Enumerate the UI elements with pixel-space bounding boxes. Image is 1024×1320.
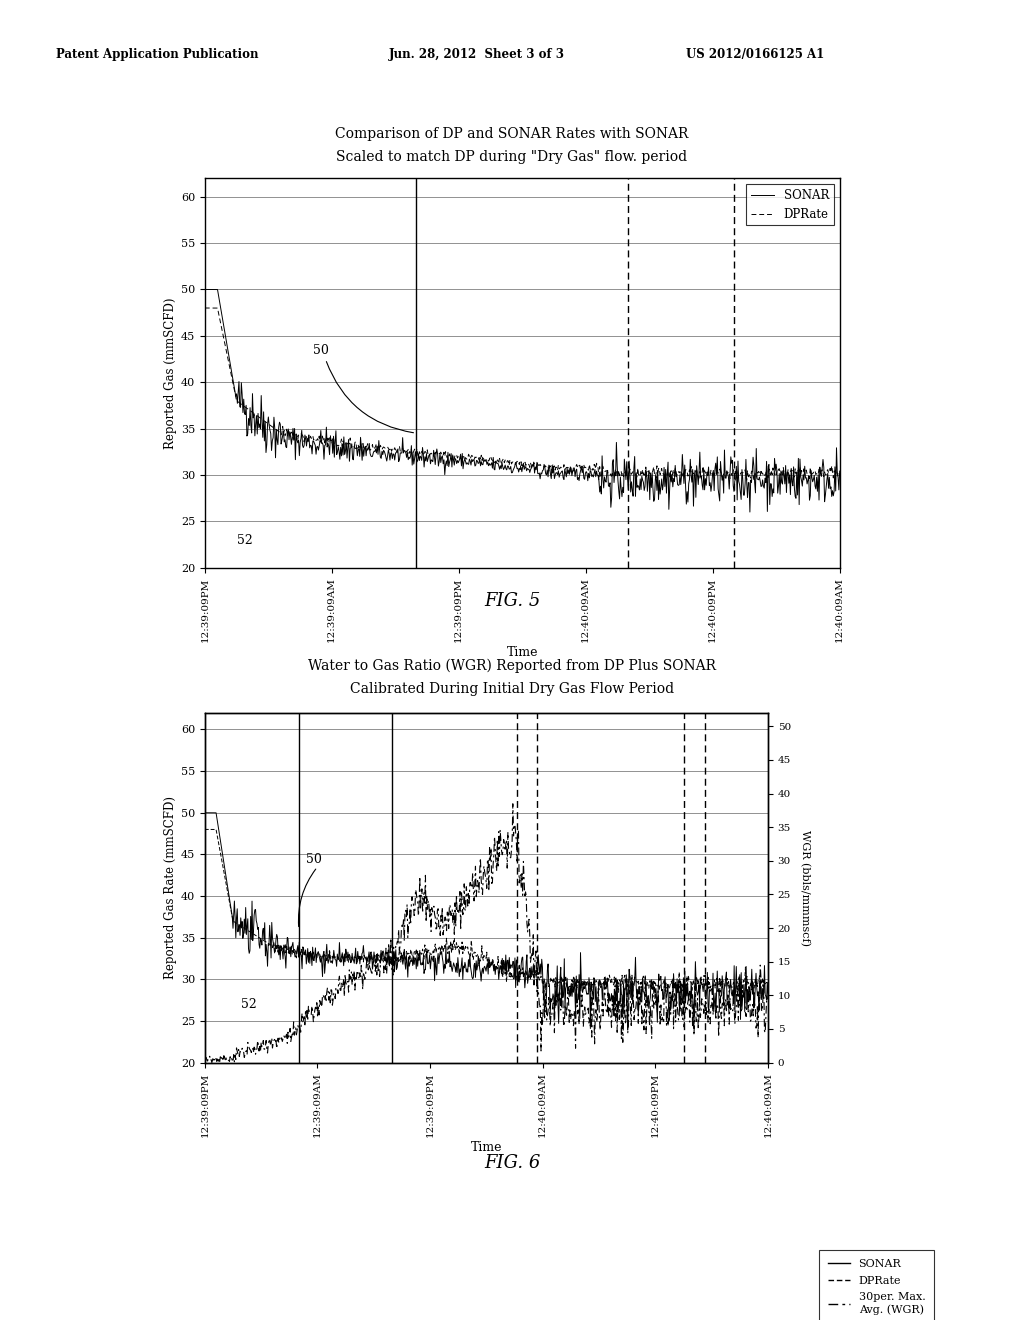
Text: US 2012/0166125 A1: US 2012/0166125 A1 — [686, 48, 824, 61]
DPRate — [748, 473, 760, 488]
X-axis label: Time: Time — [471, 1142, 502, 1155]
DPRate — [626, 968, 638, 983]
Y-axis label: Reported Gas Rate (mmSCFD): Reported Gas Rate (mmSCFD) — [164, 796, 177, 979]
Legend: SONAR, DPRate, 30per. Max.
Avg. (WGR): SONAR, DPRate, 30per. Max. Avg. (WGR) — [818, 1250, 934, 1320]
SONAR — [622, 1022, 634, 1038]
SONAR — [567, 463, 580, 479]
SONAR — [743, 504, 756, 520]
30per. Max.
Avg. (WGR) — [542, 1003, 554, 1019]
Text: Water to Gas Ratio (WGR) Reported from DP Plus SONAR: Water to Gas Ratio (WGR) Reported from D… — [308, 659, 716, 673]
DPRate — [567, 459, 580, 475]
DPRate — [557, 972, 569, 987]
DPRate — [731, 987, 743, 1003]
DPRate — [541, 975, 553, 991]
SONAR — [603, 479, 615, 495]
Text: 50: 50 — [306, 853, 323, 866]
Legend: SONAR, DPRate: SONAR, DPRate — [745, 183, 834, 226]
30per. Max.
Avg. (WGR) — [559, 997, 571, 1012]
SONAR — [238, 391, 250, 407]
SONAR — [627, 997, 639, 1012]
Text: 52: 52 — [237, 535, 252, 548]
SONAR — [584, 462, 596, 478]
Line: SONAR: SONAR — [205, 289, 840, 512]
Line: SONAR: SONAR — [205, 813, 768, 1030]
Text: Patent Application Publication: Patent Application Publication — [56, 48, 259, 61]
30per. Max.
Avg. (WGR) — [212, 1055, 224, 1071]
DPRate — [199, 821, 211, 837]
30per. Max.
Avg. (WGR) — [685, 985, 697, 1001]
30per. Max.
Avg. (WGR) — [507, 796, 519, 812]
DPRate — [199, 300, 211, 315]
Text: FIG. 5: FIG. 5 — [483, 591, 541, 610]
SONAR — [834, 463, 846, 479]
Text: 52: 52 — [242, 998, 257, 1011]
SONAR — [684, 997, 696, 1012]
30per. Max.
Avg. (WGR) — [762, 986, 774, 1002]
DPRate — [233, 917, 246, 933]
SONAR — [557, 985, 569, 1001]
30per. Max.
Avg. (WGR) — [628, 991, 640, 1007]
SONAR — [762, 986, 774, 1002]
DPRate — [680, 462, 692, 478]
DPRate — [834, 467, 846, 483]
Line: DPRate: DPRate — [205, 308, 840, 480]
Y-axis label: WGR (bbls/mmmscf): WGR (bbls/mmmscf) — [800, 830, 810, 945]
DPRate — [684, 974, 696, 990]
Text: 50: 50 — [312, 345, 329, 358]
30per. Max.
Avg. (WGR) — [199, 1048, 211, 1064]
SONAR — [746, 463, 759, 479]
Text: Jun. 28, 2012  Sheet 3 of 3: Jun. 28, 2012 Sheet 3 of 3 — [389, 48, 565, 61]
X-axis label: Time: Time — [507, 647, 538, 660]
Text: FIG. 6: FIG. 6 — [483, 1154, 541, 1172]
DPRate — [525, 968, 538, 983]
SONAR — [233, 917, 246, 933]
Text: Calibrated During Initial Dry Gas Flow Period: Calibrated During Initial Dry Gas Flow P… — [350, 681, 674, 696]
SONAR — [199, 805, 211, 821]
SONAR — [680, 496, 692, 512]
30per. Max.
Avg. (WGR) — [233, 1044, 246, 1060]
SONAR — [199, 281, 211, 297]
30per. Max.
Avg. (WGR) — [527, 927, 540, 942]
Y-axis label: Reported Gas (mmSCFD): Reported Gas (mmSCFD) — [164, 297, 177, 449]
Line: DPRate: DPRate — [205, 829, 768, 995]
DPRate — [238, 399, 250, 414]
DPRate — [745, 463, 758, 479]
DPRate — [584, 461, 596, 477]
Line: 30per. Max.
Avg. (WGR): 30per. Max. Avg. (WGR) — [205, 804, 768, 1063]
SONAR — [541, 982, 553, 998]
DPRate — [603, 465, 615, 480]
Text: Scaled to match DP during "Dry Gas" flow. period: Scaled to match DP during "Dry Gas" flow… — [337, 149, 687, 164]
Text: Comparison of DP and SONAR Rates with SONAR: Comparison of DP and SONAR Rates with SO… — [335, 127, 689, 141]
SONAR — [525, 968, 538, 983]
DPRate — [762, 974, 774, 990]
